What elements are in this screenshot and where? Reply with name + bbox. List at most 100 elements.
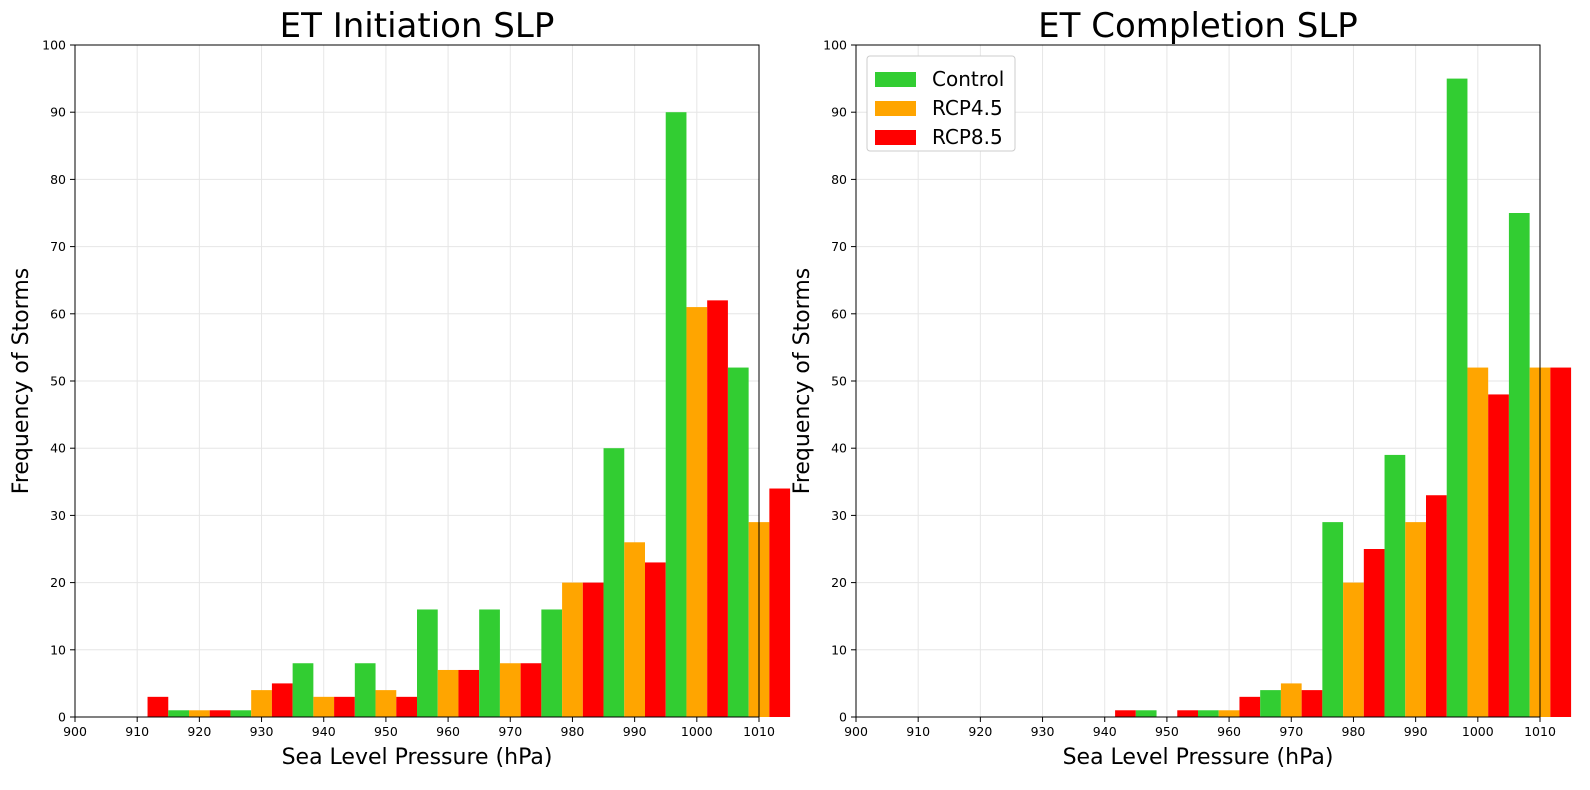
y-tick-label: 60 [831, 306, 847, 321]
bar-control [1135, 710, 1157, 717]
bar-rcp45 [189, 710, 210, 717]
x-tick-label: 990 [623, 724, 647, 739]
bar-control [1260, 690, 1281, 717]
x-tick-label: 1010 [1524, 724, 1556, 739]
bar-rcp85 [1115, 710, 1136, 717]
bar-control [1384, 454, 1406, 717]
bar-rcp45 [686, 307, 708, 717]
bars [147, 112, 791, 717]
y-tick-label: 10 [831, 642, 847, 657]
chart-et-completion: 900 910 920 930 940 950 960 970 980 990 1000 101001… [790, 6, 1572, 770]
bar-rcp45 [437, 669, 459, 717]
y-axis-label: Frequency of Storms [790, 268, 815, 494]
bar-rcp45 [1405, 522, 1426, 717]
bar-control [541, 609, 563, 717]
x-tick-label: 930 [1031, 724, 1055, 739]
x-axis-label: Sea Level Pressure (hPa) [282, 745, 553, 770]
bar-rcp85 [769, 488, 791, 717]
bar-rcp45 [251, 690, 272, 717]
y-tick-label: 90 [831, 105, 847, 120]
bar-control [1508, 213, 1530, 717]
ticks: 900 910 920 930 940 950 960 970 980 990 1000 101001… [823, 38, 1556, 740]
chart-et-initiation: 900 910 920 930 940 950 960 970 980 990 1000 101001… [9, 6, 791, 770]
y-tick-label: 80 [831, 172, 847, 187]
x-tick-label: 1010 [743, 724, 775, 739]
bar-rcp85 [458, 669, 480, 717]
y-tick-label: 70 [50, 239, 66, 254]
bar-control [1446, 78, 1468, 718]
bar-rcp85 [707, 300, 728, 717]
bar-rcp45 [313, 696, 335, 717]
x-tick-label: 970 [1279, 724, 1303, 739]
y-tick-label: 100 [42, 38, 66, 53]
bar-rcp85 [1550, 367, 1572, 717]
bar-control [665, 112, 687, 717]
legend-swatch-control [875, 72, 916, 87]
x-tick-label: 950 [374, 724, 398, 739]
y-tick-label: 50 [831, 374, 847, 389]
bar-rcp85 [209, 710, 231, 717]
x-tick-label: 1000 [1462, 724, 1494, 739]
bar-rcp85 [1363, 549, 1385, 717]
bar-rcp85 [520, 663, 542, 717]
legend-swatch-rcp45 [875, 101, 916, 116]
y-tick-label: 50 [50, 374, 66, 389]
bar-control [727, 367, 749, 717]
x-tick-label: 960 [1217, 724, 1241, 739]
y-tick-label: 20 [50, 575, 66, 590]
bar-rcp45 [1218, 710, 1240, 717]
y-tick-label: 80 [50, 172, 66, 187]
x-tick-label: 920 [187, 724, 211, 739]
bars [1115, 78, 1572, 718]
bar-rcp85 [1177, 710, 1198, 717]
y-tick-label: 10 [50, 642, 66, 657]
legend-label-rcp85: RCP8.5 [932, 125, 1003, 149]
bar-rcp45 [1343, 582, 1364, 717]
bar-rcp85 [645, 562, 666, 717]
y-tick-label: 60 [50, 306, 66, 321]
y-tick-label: 30 [50, 508, 66, 523]
x-tick-label: 900 [63, 724, 87, 739]
y-tick-label: 30 [831, 508, 847, 523]
y-tick-label: 90 [50, 105, 66, 120]
bar-rcp85 [271, 683, 293, 717]
x-tick-label: 900 [844, 724, 868, 739]
x-tick-label: 990 [1404, 724, 1428, 739]
chart-title: ET Initiation SLP [280, 6, 555, 46]
bar-rcp85 [334, 696, 355, 717]
bar-rcp85 [1301, 690, 1323, 717]
legend-swatch-rcp85 [875, 130, 916, 145]
x-tick-label: 910 [906, 724, 930, 739]
bar-rcp45 [1280, 683, 1302, 717]
bar-rcp85 [147, 696, 169, 717]
x-tick-label: 920 [968, 724, 992, 739]
y-tick-label: 40 [831, 441, 847, 456]
bar-control [1322, 522, 1344, 717]
bar-rcp45 [1467, 367, 1489, 717]
y-tick-label: 70 [831, 239, 847, 254]
bar-control [230, 710, 252, 717]
bar-control [168, 710, 189, 717]
legend-label-control: Control [932, 67, 1004, 91]
bar-control [479, 609, 500, 717]
x-tick-label: 980 [561, 724, 585, 739]
bar-control [417, 609, 438, 717]
y-axis-label: Frequency of Storms [9, 268, 34, 494]
bar-rcp45 [562, 582, 583, 717]
y-tick-label: 0 [839, 710, 847, 725]
bar-rcp45 [499, 663, 521, 717]
bar-rcp85 [582, 582, 604, 717]
x-tick-label: 960 [436, 724, 460, 739]
bar-control [354, 663, 376, 717]
legend: Control RCP4.5 RCP8.5 [866, 55, 1016, 152]
y-tick-label: 0 [58, 710, 66, 725]
bar-rcp85 [1426, 495, 1447, 717]
x-tick-label: 910 [125, 724, 149, 739]
y-tick-label: 20 [831, 575, 847, 590]
bar-rcp85 [1488, 394, 1509, 717]
y-tick-label: 40 [50, 441, 66, 456]
y-tick-label: 100 [823, 38, 847, 53]
x-tick-label: 940 [1093, 724, 1117, 739]
bar-rcp45 [624, 542, 645, 717]
